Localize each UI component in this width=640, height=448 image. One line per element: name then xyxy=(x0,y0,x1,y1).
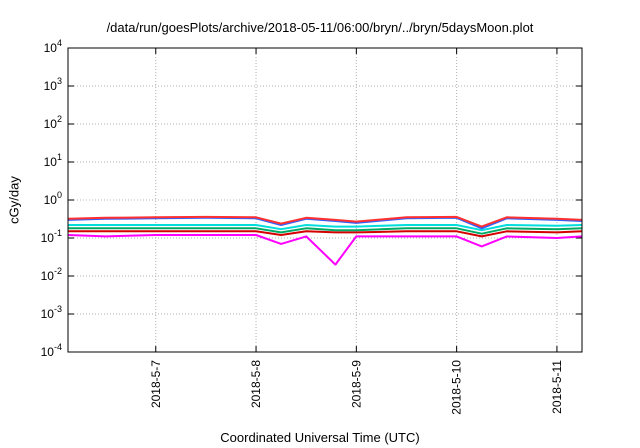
plot-frame xyxy=(67,47,583,353)
x-axis-label: Coordinated Universal Time (UTC) xyxy=(220,430,420,445)
y-tick-label-base: 10 xyxy=(44,155,58,169)
x-tick-label: 2018-5-11 xyxy=(550,360,564,414)
series-line-5 xyxy=(67,215,583,228)
y-tick-label-exponent: 3 xyxy=(57,76,62,86)
y-tick-label-exponent: 0 xyxy=(57,190,62,200)
y-tick-label: 102 xyxy=(44,114,62,131)
y-tick-label-exponent: 2 xyxy=(57,114,62,124)
y-tick-label-exponent: -2 xyxy=(54,266,62,276)
y-tick-label: 10-3 xyxy=(41,304,62,321)
y-tick-label-exponent: 4 xyxy=(57,38,62,48)
x-tick-label: 2018-5-9 xyxy=(349,360,363,408)
y-tick-label-base: 10 xyxy=(41,269,55,283)
series-line-3 xyxy=(68,224,583,232)
y-tick-label-base: 10 xyxy=(41,231,55,245)
y-tick-label-base: 10 xyxy=(44,41,58,55)
y-tick-label-base: 10 xyxy=(41,307,55,321)
x-tick-label: 2018-5-10 xyxy=(450,360,464,415)
chart-title: /data/run/goesPlots/archive/2018-05-11/0… xyxy=(106,20,534,35)
y-tick-label: 101 xyxy=(44,152,62,169)
y-tick-label: 10-1 xyxy=(41,228,62,245)
x-tick-label: 2018-5-8 xyxy=(249,360,263,408)
series-line-2 xyxy=(68,227,583,235)
y-tick-label-exponent: -3 xyxy=(54,304,62,314)
y-tick-label-base: 10 xyxy=(44,193,58,207)
y-tick-label: 104 xyxy=(44,38,62,55)
y-tick-label-exponent: -1 xyxy=(54,228,62,238)
y-tick-label-base: 10 xyxy=(44,117,58,131)
y-tick-label: 103 xyxy=(44,76,62,93)
y-tick-label-base: 10 xyxy=(44,79,58,93)
y-tick-label-exponent: 1 xyxy=(57,152,62,162)
y-tick-label: 10-4 xyxy=(41,342,62,359)
y-tick-label: 100 xyxy=(44,190,62,207)
y-tick-label: 10-2 xyxy=(41,266,62,283)
series-line-0 xyxy=(67,234,583,266)
y-tick-label-exponent: -4 xyxy=(54,342,62,352)
x-tick-label: 2018-5-7 xyxy=(149,360,163,408)
series-line-1 xyxy=(68,230,583,238)
y-tick-label-base: 10 xyxy=(41,345,55,359)
